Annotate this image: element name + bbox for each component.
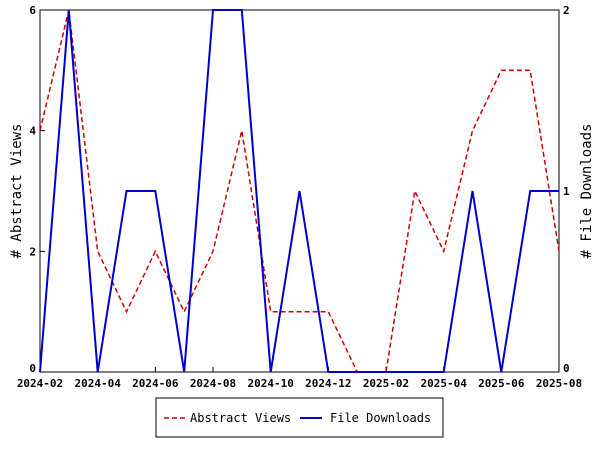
x-axis-ticks: 2024-02 2024-04 2024-06 2024-08 2024-10 2024-…	[17, 367, 582, 390]
x-tick-label: 2025-08	[536, 377, 582, 390]
series-line-file-downloads	[39, 9, 559, 373]
x-tick-label: 2025-04	[420, 377, 467, 390]
x-tick-label: 2024-10	[247, 377, 293, 390]
x-tick-label: 2024-08	[190, 377, 236, 390]
x-tick-label: 2024-06	[132, 377, 179, 390]
right-y-tick-label: 0	[563, 362, 570, 375]
left-y-axis-title: # Abstract Views	[9, 124, 25, 259]
legend-box	[155, 397, 444, 438]
series-line-abstract-views	[39, 9, 560, 373]
x-tick-label: 2024-12	[305, 377, 351, 390]
legend-label-abstract-views: Abstract Views	[190, 411, 291, 425]
left-y-tick-label: 6	[29, 4, 36, 17]
right-y-tick-label: 1	[563, 185, 570, 198]
right-y-tick-label: 2	[563, 4, 570, 17]
legend: Abstract Views File Downloads	[155, 397, 444, 438]
left-y-tick-label: 2	[29, 245, 36, 258]
series-lines	[39, 9, 560, 373]
left-y-tick-label: 4	[29, 125, 36, 138]
x-tick-label: 2025-02	[363, 377, 409, 390]
left-y-tick-label: 0	[29, 362, 36, 375]
x-tick-label: 2025-06	[478, 377, 525, 390]
right-y-axis-title: # File Downloads	[579, 124, 595, 259]
x-tick-label: 2024-02	[17, 377, 63, 390]
x-tick-label: 2024-04	[74, 377, 121, 390]
legend-label-file-downloads: File Downloads	[330, 411, 431, 425]
